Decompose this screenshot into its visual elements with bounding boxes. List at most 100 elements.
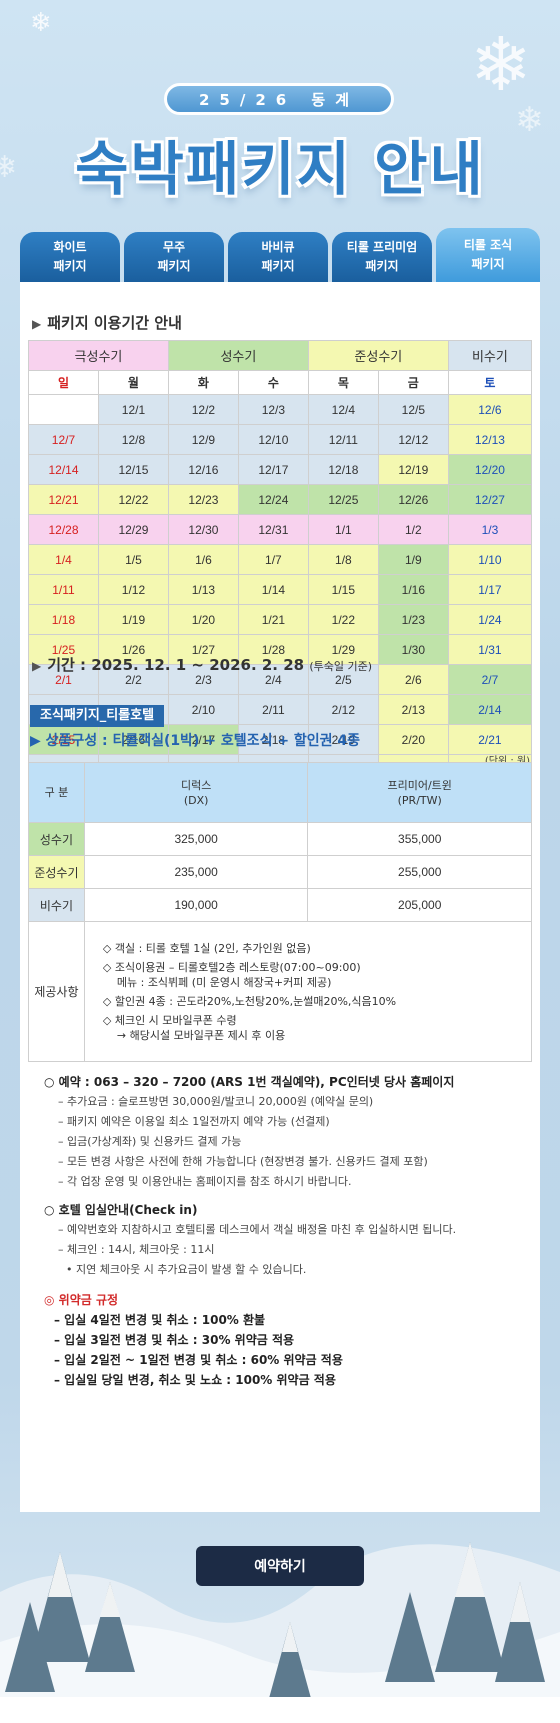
price-header-row: 구 분 디럭스 (DX) 프리미어/트윈 (PR/TW) xyxy=(28,762,532,823)
season-badge: 25/26 동계 xyxy=(164,83,394,115)
calendar-date-cell xyxy=(28,394,99,425)
offer-list: ◇ 객실 : 티롤 호텔 1실 (2인, 추가인원 없음) ◇ 조식이용권 – … xyxy=(83,921,533,1062)
package-composition: ▶ 상품구성 : 티롤객실(1박) + 호텔조식 + 할인권 4종 xyxy=(30,733,361,749)
calendar-date-cell: 12/24 xyxy=(237,484,309,515)
hero-header: ❄ ❄ ❄ ❄ 25/26 동계 숙박패키지 안내 xyxy=(0,0,560,225)
calendar-date-cell: 2/18 xyxy=(237,724,309,755)
season-legend-item: 준성수기 xyxy=(307,340,449,371)
tab-tirol-breakfast-package[interactable]: 티롤 조식 패키지 xyxy=(436,228,540,282)
calendar-week-row: 12/1 12/2 12/3 12/4 12/5 12/6 xyxy=(28,394,533,425)
calendar-date-cell: 12/14 xyxy=(28,454,99,485)
calendar-week-row: 12/14 12/15 12/16 12/17 12/18 12/19 12/20 xyxy=(28,454,533,485)
calendar-date-cell: 2/5 xyxy=(307,664,379,695)
tab-label: 티롤 프리미엄 패키지 xyxy=(346,240,418,273)
offer-item: ◇ 체크인 시 모바일쿠폰 수령 xyxy=(102,1013,237,1027)
calendar-date-cell: 2/12 xyxy=(307,694,379,725)
note-item: – 패키지 예약은 이용일 최소 1일전까지 예약 가능 (선결제) xyxy=(58,1115,330,1128)
price-row: 성수기 325,000 355,000 xyxy=(28,822,532,856)
price-unit: (단위 : 원) xyxy=(484,756,530,767)
tab-barbecue-package[interactable]: 바비큐 패키지 xyxy=(228,232,328,282)
calendar-week-row: 1/4 1/5 1/6 1/7 1/8 1/9 1/10 xyxy=(28,544,533,575)
snowflake-icon: ❄ xyxy=(30,8,52,38)
calendar-date-cell: 12/20 xyxy=(447,454,533,485)
triangle-icon: ▶ xyxy=(30,733,46,749)
calendar-date-cell: 1/12 xyxy=(97,574,169,605)
calendar-date-cell: 1/25 xyxy=(28,634,99,665)
note-item: – 추가요금 : 슬로프방면 30,000원/발코니 20,000원 (예약실 … xyxy=(58,1095,374,1108)
reserve-button[interactable]: 예약하기 xyxy=(196,1546,364,1586)
note-item: – 예약번호와 지참하시고 호텔티롤 데스크에서 객실 배정을 마친 후 입실하… xyxy=(58,1223,457,1236)
calendar-date-cell: 1/31 xyxy=(447,634,533,665)
calendar-date-cell: 12/9 xyxy=(167,424,239,455)
penalty-item: – 입실 2일전 ~ 1일전 변경 및 취소 : 60% 위약금 적용 xyxy=(54,1353,343,1367)
tab-label: 화이트 패키지 xyxy=(53,240,87,273)
price-row: 준성수기 235,000 255,000 xyxy=(28,855,532,889)
price-dx: 235,000 xyxy=(83,855,309,889)
tab-label: 무주 패키지 xyxy=(157,240,191,273)
calendar-date-cell: 2/1 xyxy=(28,664,99,695)
season-calendar: 극성수기 성수기 준성수기 비수기 일 월 화 수 목 금 토 12/1 12/2 12/3 12/4 12/… xyxy=(28,340,533,785)
calendar-date-cell: 12/11 xyxy=(307,424,379,455)
calendar-date-cell: 1/8 xyxy=(307,544,379,575)
calendar-date-cell: 1/29 xyxy=(307,634,379,665)
season-legend-item: 성수기 xyxy=(167,340,309,371)
reservation-heading: ○ 예약 : 063 – 320 – 7200 (ARS 1번 객실예약), P… xyxy=(44,1075,455,1089)
calendar-week-row: 2/1 2/2 2/3 2/4 2/5 2/6 2/7 xyxy=(28,664,533,695)
snowflake-icon: ❄ xyxy=(470,22,533,108)
offer-item: → 해당시설 모바일쿠폰 제시 후 이용 xyxy=(116,1028,286,1042)
note-item: • 지연 체크아웃 시 추가요금이 발생 할 수 있습니다. xyxy=(66,1263,307,1276)
season-legend-row: 극성수기 성수기 준성수기 비수기 xyxy=(28,340,533,371)
note-item: – 각 업장 운영 및 이용안내는 홈페이지를 참조 하시기 바랍니다. xyxy=(58,1175,352,1188)
offer-item: ◇ 조식이용권 – 티롤호텔2층 레스토랑(07:00~09:00) xyxy=(102,960,361,974)
calendar-date-cell: 1/19 xyxy=(97,604,169,635)
calendar-week-row: 1/25 1/26 1/27 1/28 1/29 1/30 1/31 xyxy=(28,634,533,665)
calendar-date-cell: 1/4 xyxy=(28,544,99,575)
calendar-date-cell: 2/17 xyxy=(167,724,239,755)
calendar-week-row: 12/7 12/8 12/9 12/10 12/11 12/12 12/13 xyxy=(28,424,533,455)
tab-tirol-premium-package[interactable]: 티롤 프리미엄 패키지 xyxy=(332,232,432,282)
weekday-cell: 목 xyxy=(307,370,379,395)
calendar-date-cell: 2/10 xyxy=(167,694,239,725)
calendar-week-row: 12/21 12/22 12/23 12/24 12/25 12/26 12/27 xyxy=(28,484,533,515)
calendar-date-cell: 1/3 xyxy=(447,514,533,545)
content-card: ▶ 패키지 이용기간 안내 극성수기 성수기 준성수기 비수기 일 월 화 수 목 금 토 12/1 12… xyxy=(20,282,540,1512)
calendar-date-cell: 12/18 xyxy=(307,454,379,485)
col-header: 구 분 xyxy=(28,762,85,823)
note-item: – 모든 변경 사항은 사전에 한해 가능합니다 (현장변경 불가. 신용카드 … xyxy=(58,1155,428,1168)
calendar-date-cell: 2/11 xyxy=(237,694,309,725)
calendar-date-cell: 1/15 xyxy=(307,574,379,605)
package-tabs: 화이트 패키지 무주 패키지 바비큐 패키지 티롤 프리미엄 패키지 티롤 조식 패키지 xyxy=(20,228,540,282)
package-badge: 조식패키지_티롤호텔 xyxy=(30,705,165,727)
calendar-date-cell: 12/19 xyxy=(377,454,449,485)
weekday-cell: 화 xyxy=(167,370,239,395)
col-pr: 프리미어/트윈 (PR/TW) xyxy=(307,762,532,823)
calendar-date-cell: 1/1 xyxy=(307,514,379,545)
calendar-date-cell: 12/17 xyxy=(237,454,309,485)
calendar-date-cell: 1/9 xyxy=(377,544,449,575)
row-label: 준성수기 xyxy=(28,855,85,889)
note-item: – 체크인 : 14시, 체크아웃 : 11시 xyxy=(58,1243,215,1256)
calendar-date-cell: 1/17 xyxy=(447,574,533,605)
calendar-date-cell: 1/30 xyxy=(377,634,449,665)
period-section-title: ▶ 패키지 이용기간 안내 xyxy=(32,314,182,332)
tab-white-package[interactable]: 화이트 패키지 xyxy=(20,232,120,282)
weekday-cell: 금 xyxy=(377,370,449,395)
row-label: 성수기 xyxy=(28,822,85,856)
triangle-icon: ▶ xyxy=(32,659,42,673)
calendar-date-cell: 12/31 xyxy=(237,514,309,545)
calendar-date-cell: 2/15 xyxy=(28,724,99,755)
note-item: – 입금(가상계좌) 및 신용카드 결제 가능 xyxy=(58,1135,242,1148)
calendar-date-cell: 12/16 xyxy=(167,454,239,485)
calendar-date-cell: 2/2 xyxy=(97,664,169,695)
tab-muju-package[interactable]: 무주 패키지 xyxy=(124,232,224,282)
calendar-date-cell: 12/28 xyxy=(28,514,99,545)
offer-label: 제공사항 xyxy=(28,921,85,1062)
price-dx: 190,000 xyxy=(83,888,309,922)
calendar-date-cell: 1/20 xyxy=(167,604,239,635)
calendar-date-cell: 12/29 xyxy=(97,514,169,545)
period-label: ▶ 기간 : 2025. 12. 1 ~ 2026. 2. 28 (투숙일 기준) xyxy=(32,656,373,674)
calendar-date-cell: 2/6 xyxy=(377,664,449,695)
calendar-date-cell: 12/6 xyxy=(447,394,533,425)
penalty-item: – 입실 4일전 변경 및 취소 : 100% 환불 xyxy=(54,1313,266,1327)
